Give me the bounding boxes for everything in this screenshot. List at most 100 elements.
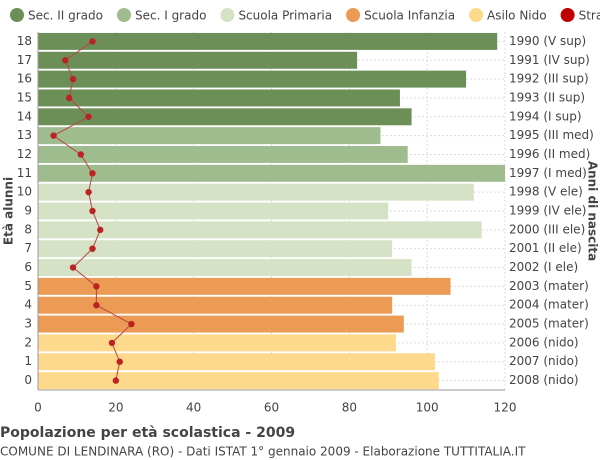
y-tick-label: 7 xyxy=(24,241,32,255)
y2-tick-label: 1993 (II sup) xyxy=(509,90,585,104)
point xyxy=(89,38,96,45)
y2-tick-label: 2005 (mater) xyxy=(509,317,589,331)
bar xyxy=(38,164,505,182)
point xyxy=(93,283,100,290)
point xyxy=(89,207,96,215)
chart-title: Popolazione per età scolastica - 2009 xyxy=(0,425,295,441)
point xyxy=(62,57,69,64)
point xyxy=(50,132,57,139)
point xyxy=(85,113,92,120)
legend-label: Scuola Infanzia xyxy=(364,9,455,23)
y2-tick-label: 1996 (II med) xyxy=(509,147,590,161)
bar xyxy=(38,127,381,145)
y2-tick-label: 2002 (I ele) xyxy=(509,260,578,274)
x-tick-label: 40 xyxy=(186,401,201,415)
bar xyxy=(38,145,408,163)
bar xyxy=(38,51,358,69)
point xyxy=(69,75,77,83)
x-tick-label: 60 xyxy=(264,401,279,415)
y-tick-label: 5 xyxy=(24,279,32,293)
y-tick-label: 15 xyxy=(17,90,32,104)
y-tick-label: 6 xyxy=(24,260,32,274)
legend-label: Sec. II grado xyxy=(28,9,103,23)
legend-marker xyxy=(116,8,131,22)
legend-marker xyxy=(10,8,24,22)
y2-tick-label: 1992 (III sup) xyxy=(509,72,589,86)
bar xyxy=(38,183,474,201)
y2-tick-label: 2006 (nido) xyxy=(509,335,579,349)
y2-tick-label: 2008 (nido) xyxy=(509,373,579,387)
point xyxy=(65,94,73,102)
bar xyxy=(38,296,393,314)
y2-tick-label: 2007 (nido) xyxy=(509,354,579,368)
point xyxy=(69,264,77,271)
y2-axis-title: Anni di nascita xyxy=(586,161,600,261)
legend-marker xyxy=(469,8,484,22)
chart-subtitle: COMUNE DI LENDINARA (RO) - Dati ISTAT 1°… xyxy=(0,445,526,459)
point xyxy=(108,339,116,347)
y-tick-label: 10 xyxy=(17,185,32,199)
point xyxy=(93,302,100,309)
y2-tick-label: 2003 (mater) xyxy=(509,279,589,293)
y2-tick-label: 1994 (I sup) xyxy=(509,109,582,123)
y2-tick-label: 2001 (II ele) xyxy=(509,241,582,255)
bar xyxy=(38,277,451,295)
bar xyxy=(38,259,412,277)
y2-tick-label: 1997 (I med) xyxy=(509,166,587,180)
legend-marker xyxy=(346,8,361,22)
bar xyxy=(38,240,393,258)
bar xyxy=(38,221,482,239)
point xyxy=(77,151,85,158)
legend-marker xyxy=(560,8,575,22)
y-tick-label: 16 xyxy=(17,72,32,86)
y2-tick-label: 1999 (IV ele) xyxy=(509,204,586,218)
point xyxy=(128,320,135,328)
bar xyxy=(38,372,439,390)
legend-label: Asilo Nido xyxy=(487,9,547,23)
legend-label: Stranieri xyxy=(579,9,600,23)
y-tick-label: 0 xyxy=(24,373,32,387)
x-tick-label: 80 xyxy=(342,401,357,415)
y2-tick-label: 2000 (III ele) xyxy=(509,222,585,236)
x-tick-label: 100 xyxy=(416,401,439,415)
y-tick-label: 2 xyxy=(24,335,32,349)
point xyxy=(89,170,96,177)
bar xyxy=(38,315,404,333)
y-tick-label: 1 xyxy=(24,354,32,368)
y-axis-title: Età alunni xyxy=(2,177,16,245)
bar xyxy=(38,353,435,371)
point xyxy=(116,358,123,365)
y-tick-label: 9 xyxy=(24,204,32,218)
y-tick-label: 14 xyxy=(17,109,32,123)
bar xyxy=(38,202,389,220)
point xyxy=(89,245,96,252)
y-tick-label: 13 xyxy=(17,128,32,142)
y2-tick-label: 1990 (V sup) xyxy=(509,34,586,48)
y-tick-label: 4 xyxy=(24,298,32,312)
point xyxy=(97,226,104,234)
y-tick-label: 3 xyxy=(24,317,32,331)
y2-tick-label: 1998 (V ele) xyxy=(509,185,583,199)
y-tick-label: 8 xyxy=(24,222,32,236)
legend-label: Sec. I grado xyxy=(135,9,206,23)
y-tick-label: 12 xyxy=(17,147,32,161)
y2-tick-label: 2004 (mater) xyxy=(509,298,589,312)
bar xyxy=(38,108,412,126)
bar xyxy=(38,32,498,50)
y-tick-label: 11 xyxy=(17,166,32,180)
legend-label: Scuola Primaria xyxy=(238,9,332,23)
x-tick-label: 0 xyxy=(34,401,42,415)
bar xyxy=(38,334,397,352)
x-tick-label: 20 xyxy=(108,401,123,415)
y-tick-label: 18 xyxy=(17,34,32,48)
y-tick-label: 17 xyxy=(17,53,32,67)
y2-tick-label: 1995 (III med) xyxy=(509,128,594,142)
y2-tick-label: 1991 (IV sup) xyxy=(509,53,590,67)
bar xyxy=(38,70,467,88)
point xyxy=(85,188,92,196)
bar xyxy=(38,89,400,107)
point xyxy=(112,377,120,384)
legend-marker xyxy=(220,8,235,22)
x-tick-label: 120 xyxy=(494,401,517,415)
